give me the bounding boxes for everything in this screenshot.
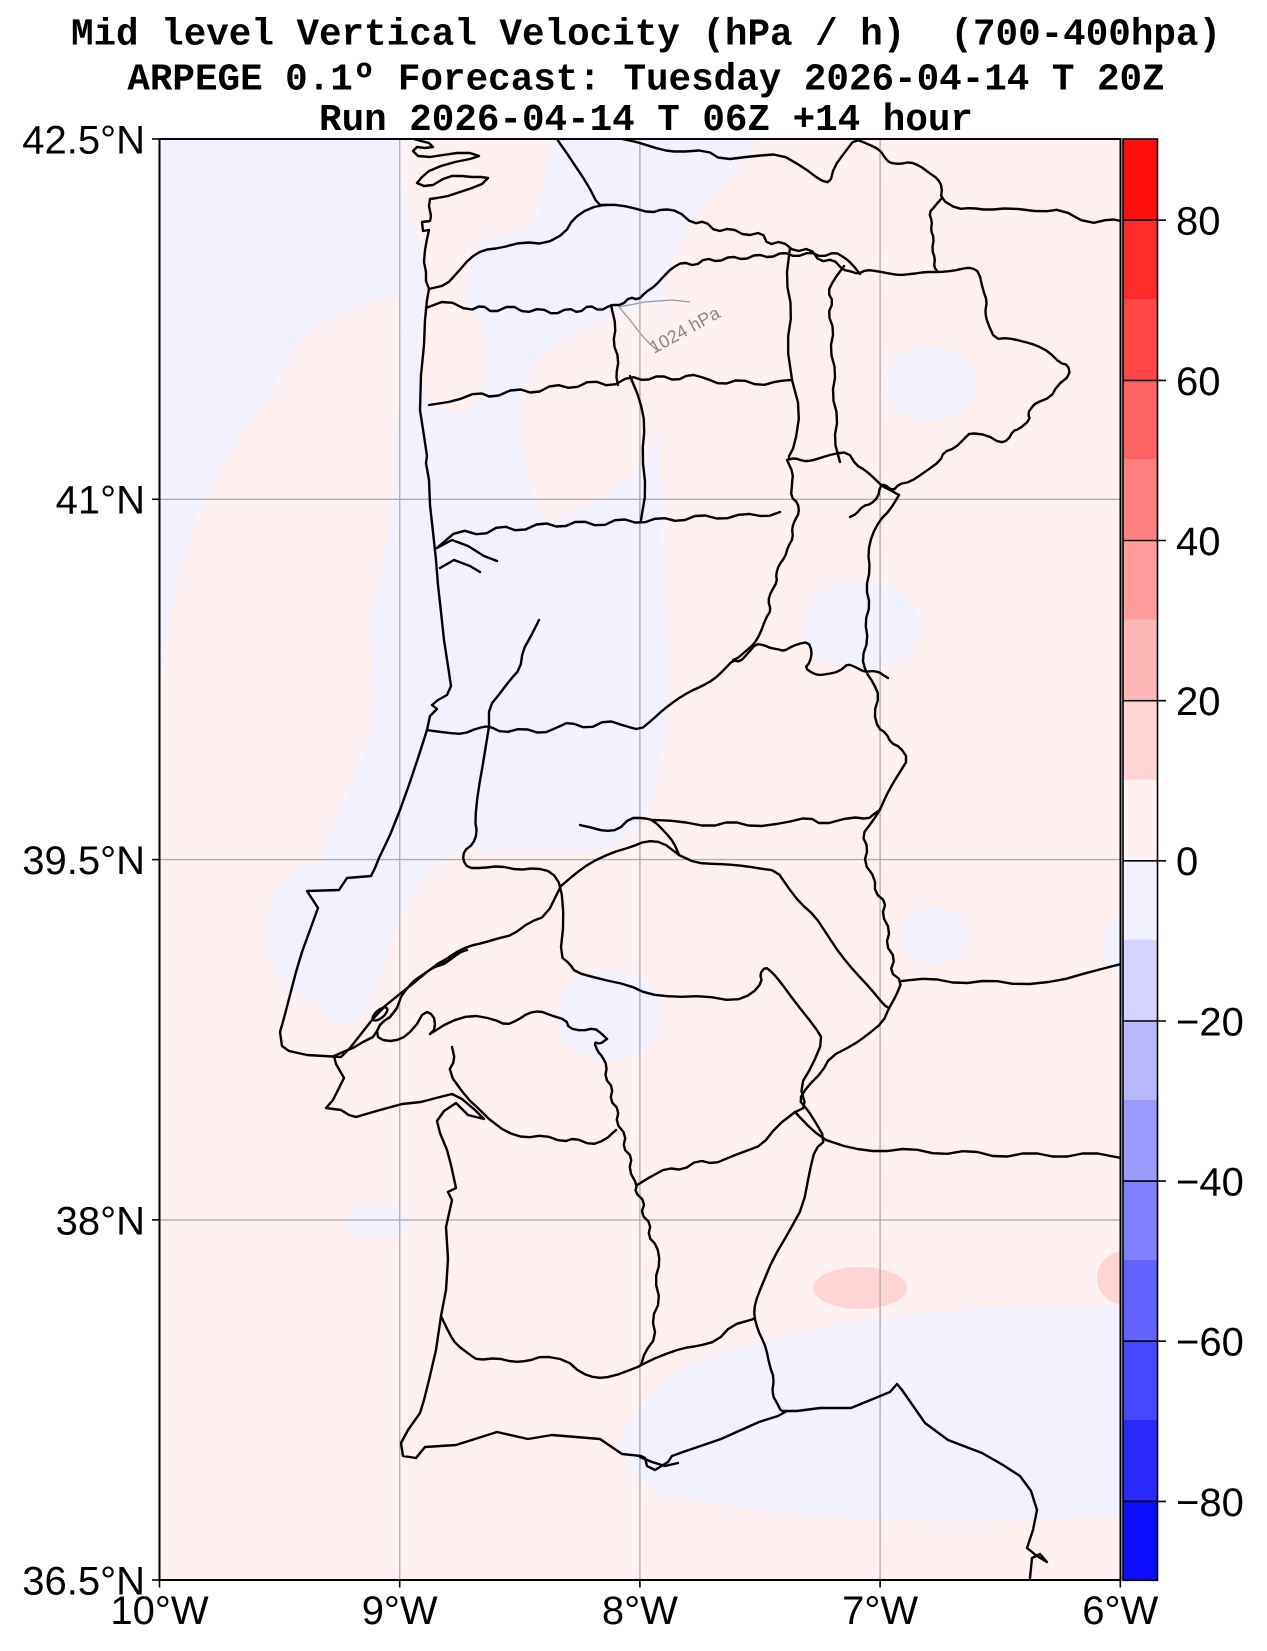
svg-text:0: 0 (1176, 840, 1198, 884)
svg-text:−80: −80 (1176, 1481, 1244, 1525)
svg-text:80: 80 (1176, 200, 1221, 244)
svg-text:10°W: 10°W (110, 1589, 208, 1633)
svg-text:38°N: 38°N (56, 1199, 145, 1243)
svg-text:40: 40 (1176, 520, 1221, 564)
svg-text:60: 60 (1176, 360, 1221, 404)
svg-text:20: 20 (1176, 680, 1221, 724)
svg-text:−20: −20 (1176, 1000, 1244, 1044)
svg-text:−40: −40 (1176, 1161, 1244, 1205)
svg-text:6°W: 6°W (1082, 1589, 1158, 1633)
svg-text:7°W: 7°W (842, 1589, 918, 1633)
svg-text:Run 2026-04-14 T 06Z +14 hour: Run 2026-04-14 T 06Z +14 hour (319, 100, 973, 142)
svg-text:36.5°N: 36.5°N (22, 1559, 145, 1603)
svg-text:−60: −60 (1176, 1321, 1244, 1365)
svg-text:8°W: 8°W (602, 1589, 678, 1633)
svg-text:Mid level Vertical Velocity (h: Mid level Vertical Velocity (hPa / h) (7… (71, 15, 1221, 57)
svg-text:41°N: 41°N (56, 479, 145, 523)
svg-text:39.5°N: 39.5°N (22, 839, 145, 883)
svg-text:9°W: 9°W (362, 1589, 438, 1633)
svg-text:42.5°N: 42.5°N (22, 118, 145, 162)
svg-text:ARPEGE 0.1º Forecast: Tuesday: ARPEGE 0.1º Forecast: Tuesday 2026-04-14… (127, 60, 1164, 102)
